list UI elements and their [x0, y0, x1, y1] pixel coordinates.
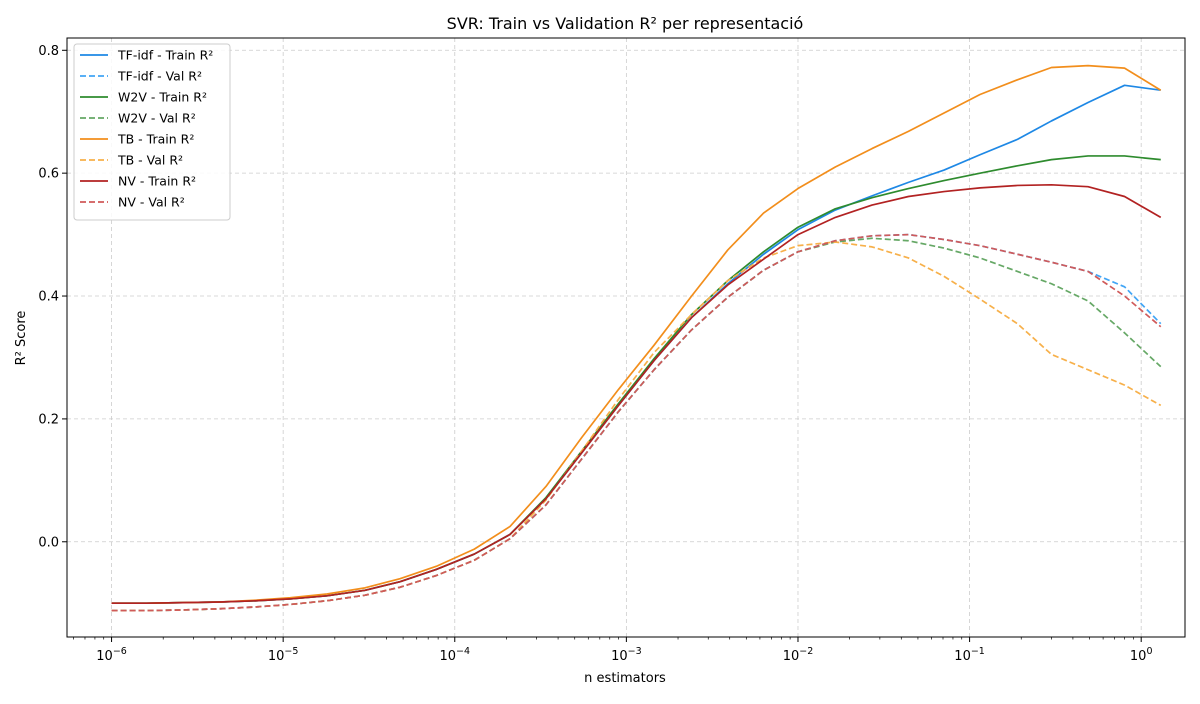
y-tick-label: 0.6	[38, 167, 59, 182]
legend-box	[73, 43, 231, 221]
grid-layer	[67, 38, 1185, 637]
y-tick-label: 0.0	[38, 535, 59, 550]
x-tick-label: 10−6	[96, 646, 127, 664]
chart-title: SVR: Train vs Validation R² per represen…	[447, 14, 804, 33]
legend-label: TB - Val R²	[117, 153, 183, 168]
legend-label: TF-idf - Train R²	[117, 48, 213, 63]
series-line-5	[111, 64, 1162, 605]
x-tick-label: 10−5	[268, 646, 299, 664]
x-tick-label: 100	[1130, 646, 1153, 664]
legend-label: NV - Train R²	[118, 174, 196, 189]
legend-label: W2V - Train R²	[118, 90, 207, 105]
x-tick-label: 10−2	[783, 646, 814, 664]
x-tick-label: 10−3	[611, 646, 642, 664]
y-tick-label: 0.2	[38, 412, 59, 427]
y-axis-label: R² Score	[14, 311, 29, 366]
x-axis-label: n estimators	[584, 671, 666, 686]
legend-label: NV - Val R²	[118, 195, 185, 210]
legend: TF-idf - Train R² TF-idf - Val R² W2V - Tr…	[73, 43, 231, 221]
x-tick-label: 10−1	[954, 646, 985, 664]
legend-label: W2V - Val R²	[118, 111, 196, 126]
series-layer	[111, 64, 1162, 612]
tick-layer: 0.0 0.2 0.4 0.6 0.8 10−6 10−5 10−4 10−3 10−2 10−1 1…	[38, 44, 1152, 664]
series-line-8	[111, 233, 1162, 612]
legend-label: TF-idf - Val R²	[117, 69, 202, 84]
x-tick-label: 10−4	[439, 646, 470, 664]
y-tick-label: 0.4	[38, 290, 59, 305]
y-tick-label: 0.8	[38, 44, 59, 59]
series-line-7	[111, 183, 1162, 605]
legend-label: TB - Train R²	[117, 132, 194, 147]
